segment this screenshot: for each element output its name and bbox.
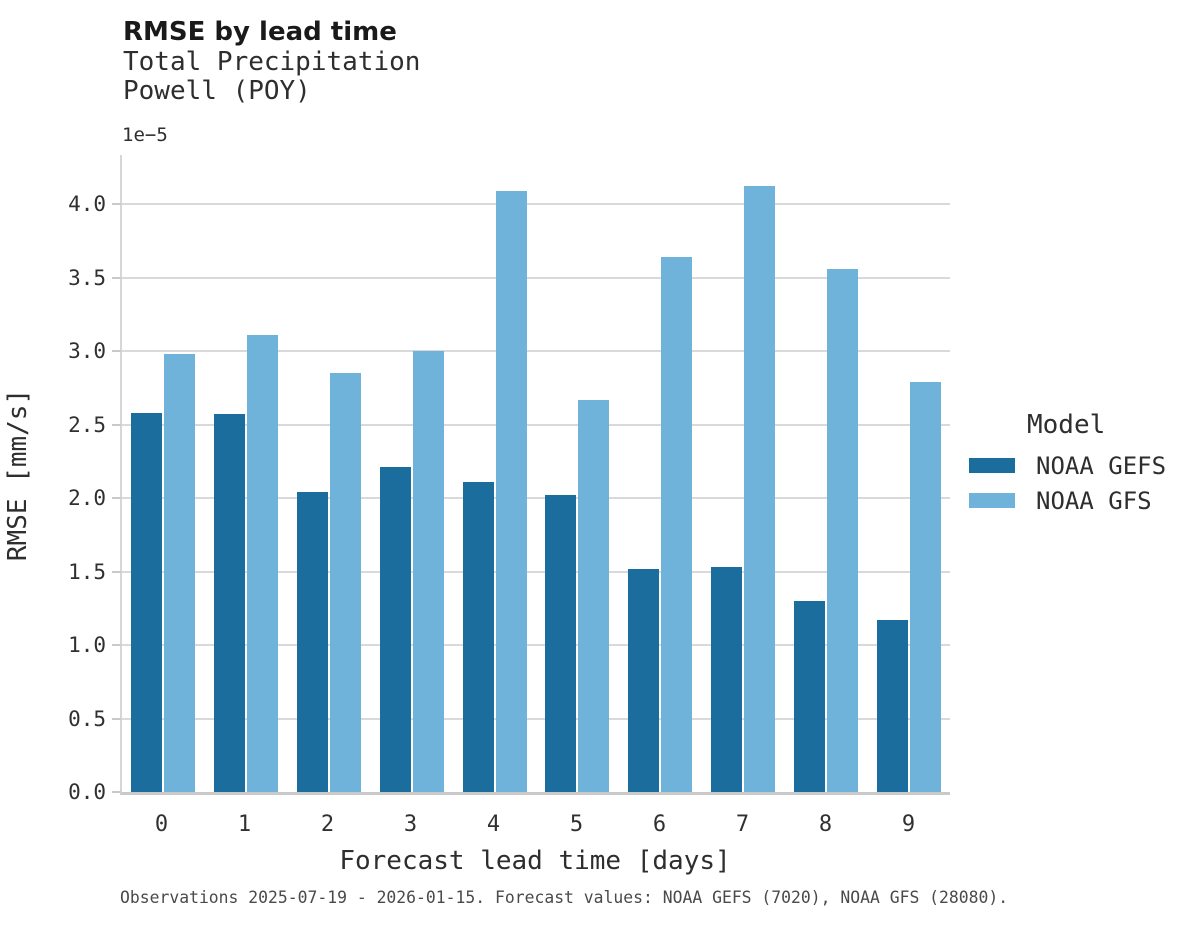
- bar-noaa-gfs-lead-3: [412, 351, 444, 792]
- bar-noaa-gfs-lead-7: [743, 186, 775, 792]
- y-axis-label: RMSE [mm/s]: [3, 388, 33, 562]
- y-tick-label-4.0: 4.0: [68, 192, 106, 217]
- y-tick-label-2.0: 2.0: [68, 486, 106, 511]
- bar-noaa-gfs-lead-1: [247, 334, 279, 792]
- y-tick-mark-1.5: [112, 570, 121, 573]
- bar-group-lead-2: [288, 155, 371, 792]
- gridline-y-4.0: [122, 203, 950, 206]
- bar-noaa-gefs-lead-6: [628, 568, 660, 792]
- y-tick-label-2.5: 2.5: [68, 412, 106, 437]
- bar-noaa-gefs-lead-1: [214, 414, 246, 792]
- x-tick-label-5: 5: [569, 812, 584, 837]
- legend-swatch-noaa-gfs: [969, 493, 1015, 508]
- gridline-y-1.5: [122, 570, 950, 573]
- chart-title: RMSE by lead time: [123, 17, 397, 47]
- bar-noaa-gfs-lead-5: [578, 399, 610, 792]
- legend-entry-noaa-gfs: NOAA GFS: [965, 483, 1166, 518]
- footnote-caption: Observations 2025-07-19 - 2026-01-15. Fo…: [120, 888, 1009, 907]
- bar-noaa-gfs-lead-4: [495, 190, 527, 792]
- legend-swatch-noaa-gefs: [969, 458, 1015, 473]
- y-tick-mark-2.0: [112, 497, 121, 500]
- bar-noaa-gefs-lead-0: [131, 412, 163, 792]
- bar-group-lead-6: [619, 155, 702, 792]
- x-tick-label-2: 2: [320, 812, 335, 837]
- bar-group-lead-5: [536, 155, 619, 792]
- bar-group-lead-0: [122, 155, 205, 792]
- y-axis-offset-text: 1e−5: [122, 124, 168, 146]
- y-tick-label-3.0: 3.0: [68, 339, 106, 364]
- gridline-y-2.5: [122, 423, 950, 426]
- legend-label-noaa-gfs: NOAA GFS: [1036, 486, 1152, 515]
- bar-noaa-gefs-lead-7: [710, 567, 742, 792]
- x-tick-label-3: 3: [403, 812, 418, 837]
- y-tick-label-0.0: 0.0: [68, 780, 106, 804]
- x-tick-label-9: 9: [901, 812, 916, 837]
- legend-title: Model: [1027, 410, 1106, 440]
- y-tick-mark-0.0: [112, 791, 121, 793]
- bar-group-lead-4: [453, 155, 536, 792]
- bar-noaa-gfs-lead-8: [826, 268, 858, 792]
- gridline-y-3.0: [122, 350, 950, 353]
- bar-noaa-gefs-lead-4: [462, 481, 494, 792]
- chart-subtitle-location: Powell (POY): [123, 76, 311, 106]
- bar-group-lead-3: [370, 155, 453, 792]
- bar-noaa-gefs-lead-2: [296, 492, 328, 792]
- x-tick-label-0: 0: [154, 812, 169, 837]
- y-tick-mark-2.5: [112, 423, 121, 426]
- y-tick-mark-3.0: [112, 350, 121, 353]
- y-tick-label-1.5: 1.5: [68, 559, 106, 584]
- chart-subtitle-variable: Total Precipitation: [123, 47, 421, 77]
- x-tick-label-7: 7: [735, 812, 750, 837]
- bar-group-lead-1: [205, 155, 288, 792]
- bar-group-lead-7: [702, 155, 785, 792]
- x-tick-label-1: 1: [237, 812, 252, 837]
- bar-group-lead-9: [867, 155, 950, 792]
- bar-noaa-gefs-lead-5: [545, 495, 577, 792]
- plot-area: 0.0 0.5 1.0 1.5 2.0 2.5 3.0 3.5 4.0: [68, 155, 950, 804]
- y-tick-mark-0.5: [112, 717, 121, 720]
- y-tick-mark-3.5: [112, 276, 121, 279]
- x-axis-label: Forecast lead time [days]: [339, 846, 731, 876]
- gridline-y-1.0: [122, 644, 950, 647]
- gridline-y-2.0: [122, 497, 950, 500]
- bars-container: [122, 155, 950, 792]
- bar-noaa-gfs-lead-2: [329, 373, 361, 792]
- y-tick-mark-4.0: [112, 203, 121, 206]
- gridline-y-0.5: [122, 717, 950, 720]
- title-block: RMSE by lead time Total Precipitation Po…: [123, 16, 420, 106]
- x-tick-labels: 0 1 2 3 4 5 6 7 8 9: [120, 812, 950, 837]
- bar-noaa-gfs-lead-6: [661, 256, 693, 792]
- y-tick-mark-1.0: [112, 644, 121, 647]
- y-tick-label-3.5: 3.5: [68, 265, 106, 290]
- y-tick-label-1.0: 1.0: [68, 633, 106, 658]
- bar-noaa-gefs-lead-8: [793, 600, 825, 792]
- bar-noaa-gfs-lead-0: [164, 353, 196, 792]
- legend-label-noaa-gefs: NOAA GEFS: [1036, 451, 1167, 480]
- bar-noaa-gefs-lead-3: [379, 467, 411, 792]
- bar-noaa-gfs-lead-9: [909, 381, 941, 792]
- bar-group-lead-8: [784, 155, 867, 792]
- legend: Model NOAA GEFS NOAA GFS: [965, 410, 1166, 518]
- bar-noaa-gefs-lead-9: [876, 620, 908, 792]
- y-tick-label-0.5: 0.5: [68, 706, 106, 731]
- legend-entry-noaa-gefs: NOAA GEFS: [965, 448, 1166, 483]
- x-tick-label-8: 8: [818, 812, 833, 837]
- x-tick-label-6: 6: [652, 812, 667, 837]
- x-tick-label-4: 4: [486, 812, 501, 837]
- gridline-y-3.5: [122, 276, 950, 279]
